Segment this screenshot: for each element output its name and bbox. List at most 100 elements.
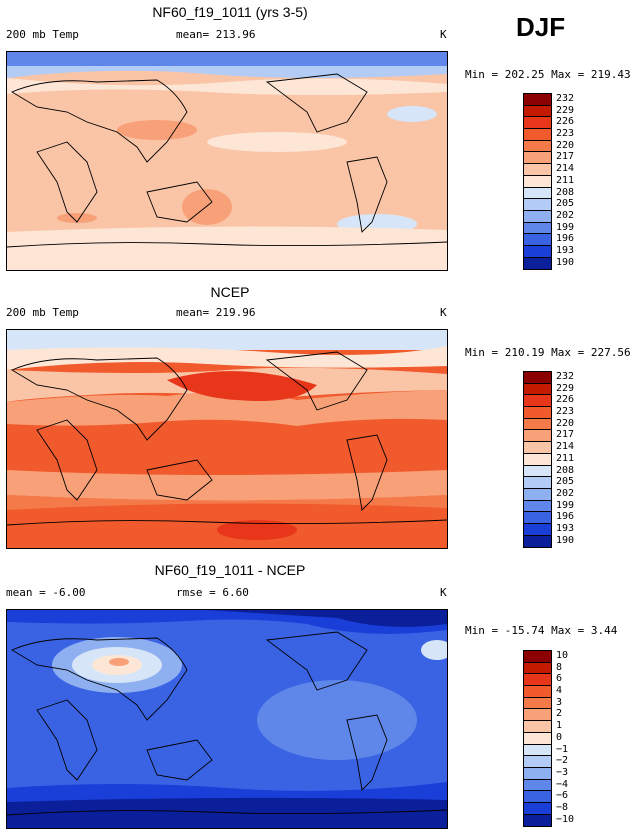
colorbar-swatch [524,418,551,431]
colorbar-level: 190 [556,534,575,546]
panel-3-min-max: Min = -15.74 Max = 3.44 [465,624,618,637]
panel-1-field-label: 200 mb Temp [6,28,79,41]
colorbar-level: 217 [556,429,575,441]
colorbar-swatch [524,187,551,200]
colorbar-swatch [524,488,551,501]
colorbar-swatch [524,453,551,466]
panel-1-unit: K [440,28,447,41]
colorbar-swatch [524,372,551,384]
panel-1-colorbar [523,93,552,271]
colorbar-level: 10 [556,650,569,661]
colorbar-swatch [524,477,551,489]
colorbar-level: 232 [556,93,575,104]
colorbar-swatch [524,210,551,223]
colorbar-level: 208 [556,464,575,476]
panel-3-map [6,609,448,829]
season-label: DJF [516,12,566,42]
colorbar-swatch [524,245,551,258]
colorbar-swatch [524,500,551,513]
colorbar-level: 199 [556,221,575,233]
panel-3-rmse-label: rmse = 6.60 [176,586,249,599]
colorbar-swatch [524,129,551,141]
panel-3-mean-label: mean = -6.00 [6,586,86,599]
colorbar-swatch [524,686,551,698]
colorbar-level: 196 [556,233,575,245]
colorbar-swatch [524,117,551,130]
colorbar-level: 3 [556,696,563,708]
colorbar-level: 196 [556,511,575,523]
colorbar-level: 229 [556,382,575,394]
colorbar-level: 6 [556,673,563,685]
colorbar-level: 193 [556,522,575,534]
colorbar-level: 2 [556,708,563,720]
colorbar-swatch [524,105,551,118]
colorbar-swatch [524,442,551,454]
colorbar-swatch [524,383,551,396]
colorbar-swatch [524,395,551,408]
colorbar-swatch [524,791,551,803]
colorbar-swatch [524,651,551,663]
colorbar-swatch [524,756,551,768]
colorbar-level: 226 [556,394,575,406]
colorbar-level: 232 [556,371,575,382]
colorbar-swatch [524,465,551,478]
panel-1-map [6,51,448,271]
colorbar-level: 199 [556,499,575,511]
colorbar-swatch [524,814,551,827]
colorbar-swatch [524,94,551,106]
colorbar-level: 214 [556,441,575,453]
colorbar-level: 190 [556,256,575,268]
panel-2-title: NCEP [210,284,250,300]
colorbar-level: 211 [556,452,575,464]
colorbar-swatch [524,222,551,235]
colorbar-level: 4 [556,685,563,697]
panel-1-colorbar-labels: 232 229 226 223 220 217 214 211 208 205 … [556,93,574,268]
colorbar-swatch [524,152,551,165]
colorbar-swatch [524,535,551,548]
colorbar-swatch [524,721,551,733]
colorbar-swatch [524,257,551,270]
panel-2-colorbar [523,371,552,549]
panel-1-min-max: Min = 202.25 Max = 219.43 [465,68,631,81]
colorbar-swatch [524,674,551,687]
colorbar-swatch [524,744,551,757]
colorbar-level: 205 [556,476,575,488]
panel-2-mean-label: mean= 219.96 [176,306,256,319]
colorbar-level: 208 [556,186,575,198]
colorbar-level: 220 [556,417,575,429]
panel-3-colorbar-labels: 10 8 6 4 3 2 1 0 −1 −2 −3 −4 −6 −8 −10 [556,650,574,825]
colorbar-swatch [524,140,551,153]
colorbar-swatch [524,709,551,722]
colorbar-level: 220 [556,139,575,151]
colorbar-level: 223 [556,128,575,140]
colorbar-swatch [524,802,551,815]
colorbar-swatch [524,234,551,246]
panel-3-unit: K [440,586,447,599]
colorbar-level: −6 [556,790,569,802]
colorbar-level: 211 [556,174,575,186]
colorbar-level: −4 [556,778,569,790]
colorbar-level: 205 [556,198,575,210]
colorbar-swatch [524,430,551,443]
panel-2-unit: K [440,306,447,319]
colorbar-swatch [524,512,551,524]
colorbar-level: 0 [556,731,563,743]
colorbar-swatch [524,697,551,710]
colorbar-level: 226 [556,116,575,128]
colorbar-swatch [524,199,551,211]
colorbar-swatch [524,732,551,745]
colorbar-level: −10 [556,813,575,825]
panel-1-title: NF60_f19_1011 (yrs 3-5) [152,4,308,20]
panel-2-field-label: 200 mb Temp [6,306,79,319]
colorbar-swatch [524,175,551,188]
panel-2-map [6,329,448,549]
colorbar-level: 193 [556,244,575,256]
colorbar-level: −3 [556,766,569,778]
colorbar-level: −2 [556,755,569,767]
colorbar-level: 223 [556,406,575,418]
colorbar-swatch [524,407,551,419]
colorbar-level: −8 [556,801,569,813]
colorbar-swatch [524,767,551,780]
panel-3-title: NF60_f19_1011 - NCEP [154,562,306,578]
panel-1-mean-label: mean= 213.96 [176,28,256,41]
